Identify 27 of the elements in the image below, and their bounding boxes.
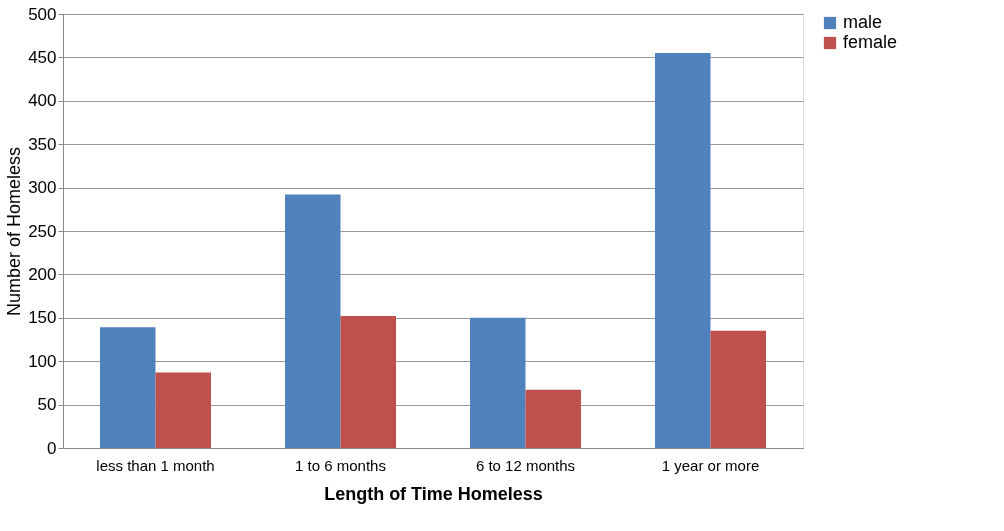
bar bbox=[285, 194, 341, 448]
bar bbox=[470, 317, 526, 448]
legend-label: female bbox=[843, 32, 898, 52]
y-tick-label: 0 bbox=[47, 438, 57, 458]
y-axis-title: Number of Homeless bbox=[4, 146, 25, 317]
legend-label: male bbox=[843, 12, 883, 32]
x-axis-title: Length of Time Homeless bbox=[324, 483, 543, 504]
y-tick-label: 250 bbox=[28, 221, 57, 241]
y-tick-label: 400 bbox=[28, 91, 57, 111]
bar bbox=[100, 327, 156, 448]
bar bbox=[340, 316, 396, 448]
x-tick-label: 6 to 12 months bbox=[475, 456, 576, 474]
y-tick-label: 150 bbox=[28, 308, 57, 328]
y-tick-label: 500 bbox=[28, 4, 57, 24]
bar bbox=[155, 372, 211, 448]
bar bbox=[710, 330, 766, 448]
y-tick-label: 350 bbox=[28, 134, 57, 154]
x-tick-label: 1 to 6 months bbox=[295, 456, 386, 474]
bar bbox=[655, 53, 711, 448]
y-tick-label: 100 bbox=[28, 351, 57, 371]
bar bbox=[525, 389, 581, 448]
y-tick-label: 450 bbox=[28, 47, 57, 67]
y-tick-label: 50 bbox=[37, 395, 57, 415]
x-tick-label: less than 1 month bbox=[96, 456, 215, 474]
x-tick-label: 1 year or more bbox=[661, 456, 760, 474]
y-tick-label: 200 bbox=[28, 264, 57, 284]
y-tick-label: 300 bbox=[28, 178, 57, 198]
